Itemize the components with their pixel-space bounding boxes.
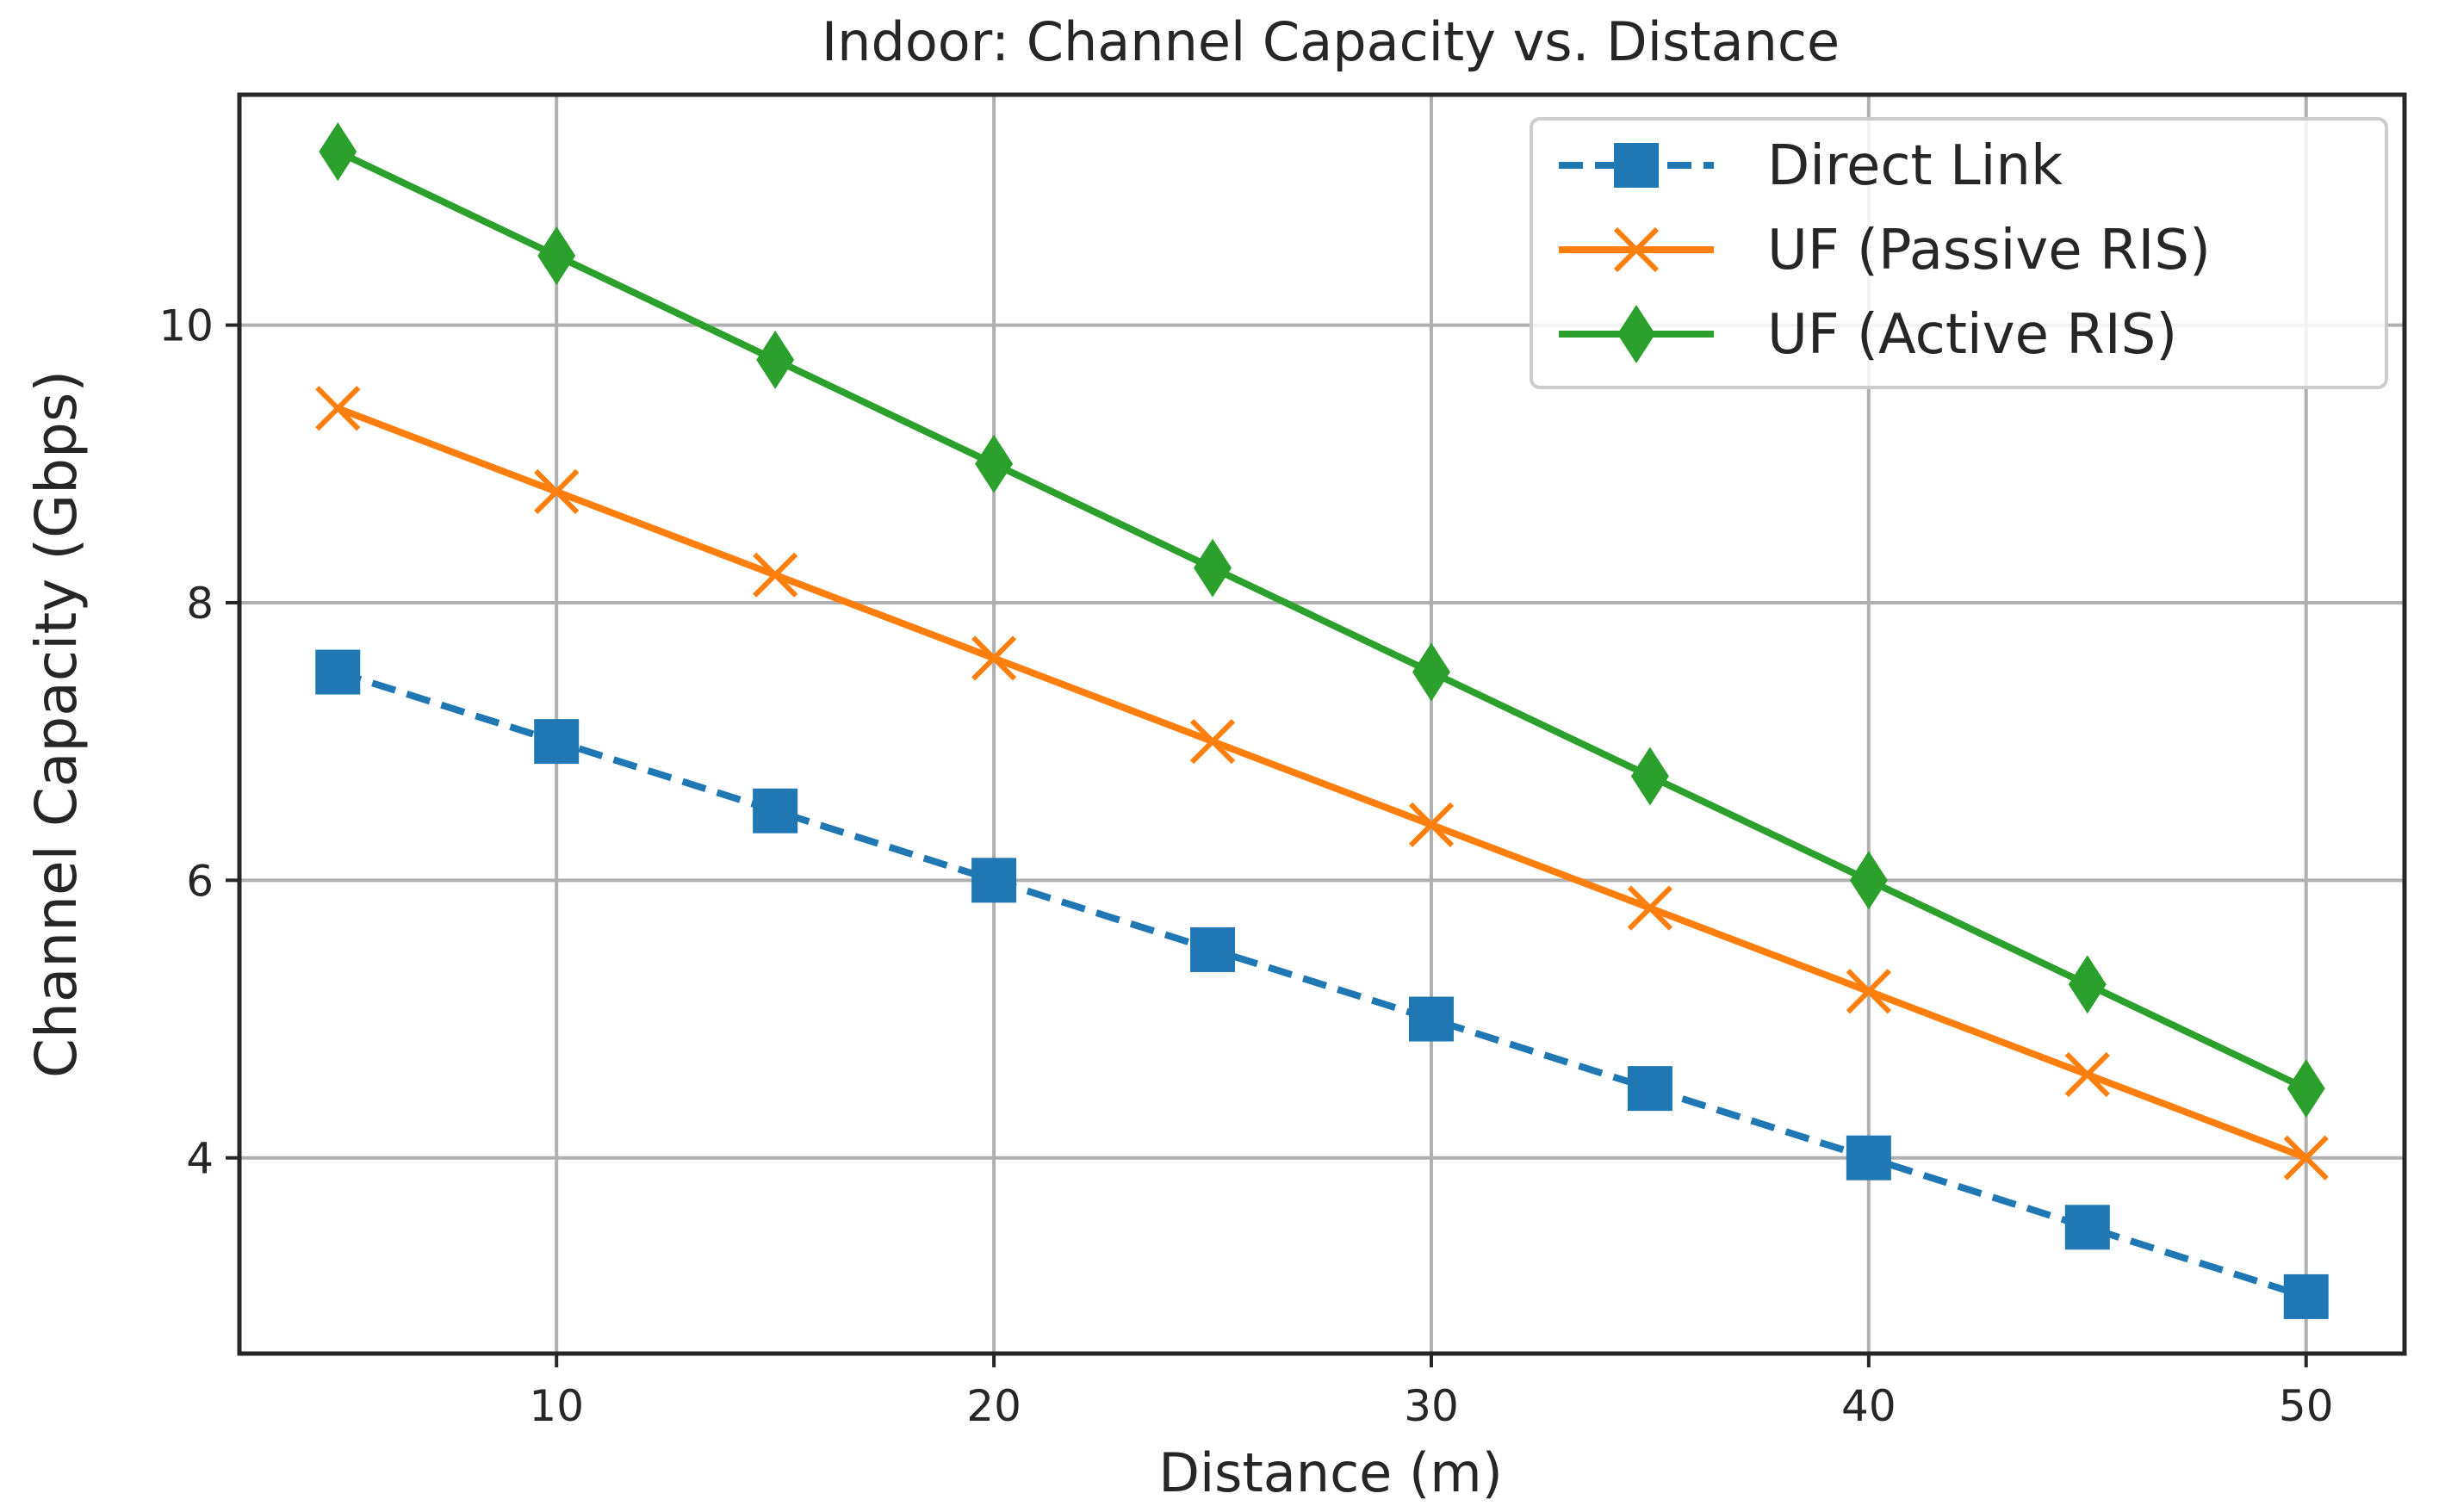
plot-frame [237, 92, 2407, 1356]
legend-label: UF (Passive RIS) [1767, 219, 2211, 282]
data-series [315, 122, 2329, 1319]
series-line [336, 405, 2308, 1162]
data-point [971, 858, 1017, 903]
x-axis-label: Distance (m) [1158, 1441, 1503, 1504]
data-point [971, 635, 1017, 681]
data-point [1627, 1066, 1672, 1112]
data-point [534, 719, 580, 765]
data-point [2064, 1205, 2110, 1250]
x-tick-label: 20 [966, 1381, 1021, 1431]
data-point [2287, 1059, 2325, 1119]
data-point [2283, 1135, 2329, 1180]
data-point [2064, 1051, 2110, 1098]
data-point [975, 434, 1014, 493]
y-tick-label: 8 [186, 579, 214, 629]
x-tick-label: 30 [1404, 1381, 1459, 1431]
data-point [1408, 996, 1454, 1042]
legend-label: Direct Link [1767, 134, 2063, 198]
x-tick-label: 50 [2279, 1381, 2334, 1431]
data-point [534, 468, 580, 515]
series-line [336, 148, 2308, 1092]
data-point [315, 386, 361, 431]
data-point [1408, 802, 1455, 847]
series-1 [315, 386, 2329, 1180]
data-point [1412, 642, 1450, 702]
legend-entry: UF (Active RIS) [1559, 303, 2177, 367]
data-point [537, 226, 576, 285]
data-point [753, 552, 798, 598]
data-point [753, 788, 798, 833]
y-tick-label: 6 [186, 856, 214, 906]
chart-title: Indoor: Channel Capacity vs. Distance [822, 10, 1840, 73]
x-tick-label: 40 [1841, 1381, 1896, 1431]
series-line [337, 668, 2307, 1300]
data-point [1849, 851, 1888, 910]
legend-entry: Direct Link [1559, 134, 2063, 198]
data-point [2283, 1273, 2329, 1319]
y-tick-label: 10 [158, 301, 214, 351]
series-2 [319, 122, 2325, 1119]
data-point [1846, 969, 1891, 1014]
legend-label: UF (Active RIS) [1767, 303, 2177, 367]
x-tick-label: 10 [529, 1381, 584, 1431]
legend-marker [1613, 226, 1660, 273]
data-point [1846, 1135, 1891, 1180]
y-tick-label: 4 [186, 1134, 214, 1184]
data-point [1189, 719, 1236, 765]
series-0 [315, 649, 2329, 1319]
legend-marker [1617, 305, 1655, 363]
legend: Direct Link UF (Passive RIS) UF (Active RI… [1530, 117, 2388, 389]
data-point [315, 649, 361, 695]
data-point [319, 122, 357, 182]
data-point [2068, 955, 2107, 1014]
data-point [1627, 885, 1673, 931]
axis-ticks: 10 20 30 40 50 4 6 8 10 [158, 301, 2333, 1431]
y-axis-label: Channel Capacity (Gbps) [23, 370, 90, 1078]
legend-marker [1614, 143, 1659, 188]
data-point [1190, 926, 1236, 972]
data-point [1630, 747, 1669, 806]
data-point [756, 330, 795, 389]
legend-entry: UF (Passive RIS) [1559, 219, 2211, 282]
legend-box [1530, 117, 2388, 389]
data-point [1194, 538, 1232, 598]
